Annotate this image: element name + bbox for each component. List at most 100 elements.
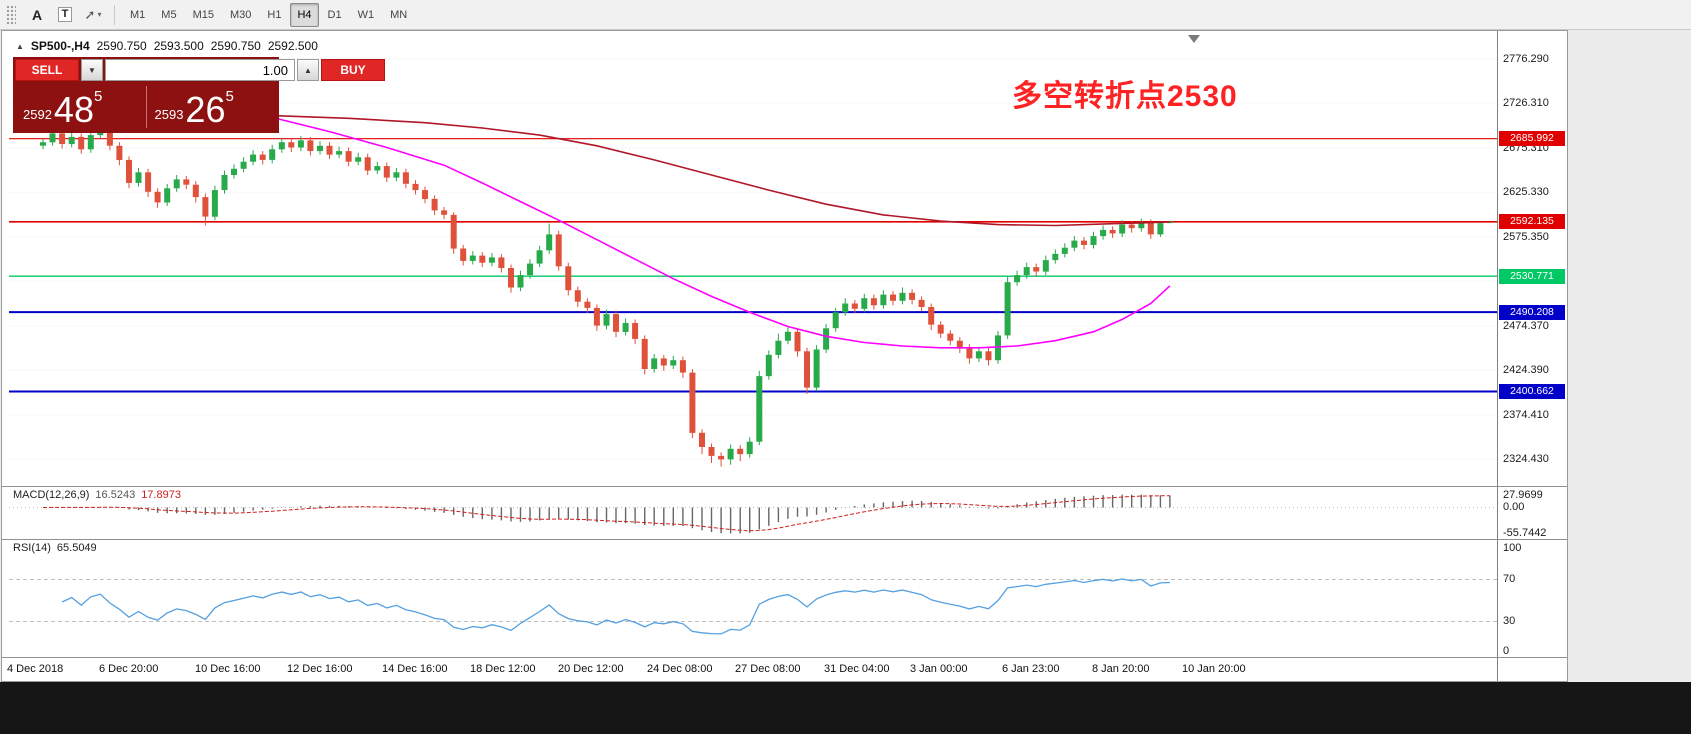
rsi-axis-30: 30	[1503, 615, 1516, 627]
volume-input[interactable]	[105, 59, 295, 81]
candle-body	[928, 307, 935, 325]
ohlc-close: 2592.500	[267, 39, 318, 53]
candle-body	[1042, 260, 1049, 272]
arrow-tool-icon: ➚	[84, 6, 96, 22]
candle-body	[326, 145, 333, 155]
macd-panel-chart[interactable]	[9, 487, 1497, 538]
chevron-up-icon: ▲	[304, 65, 312, 75]
chevron-down-icon: ▼	[88, 65, 96, 75]
arrow-objects-button[interactable]: ➚ ▾	[80, 3, 106, 27]
candle-body	[126, 159, 132, 183]
candle-body	[441, 210, 448, 215]
candle-body	[106, 129, 113, 146]
candle-body	[240, 161, 247, 169]
timeframe-m1-button[interactable]: M1	[130, 8, 146, 21]
timeframe-h4-button[interactable]: H4	[290, 2, 319, 27]
candle-body	[1138, 222, 1145, 229]
price-tag-2592.135: 2592.135	[1499, 214, 1565, 229]
candle-body	[364, 157, 371, 171]
time-axis-label: 20 Dec 12:00	[558, 663, 624, 675]
timeframe-d1-button[interactable]: D1	[327, 8, 342, 21]
candle-body	[890, 294, 896, 301]
candle-body	[317, 145, 323, 152]
timeframe-m5-button[interactable]: M5	[161, 8, 177, 21]
panel-resize-divider-macd[interactable]	[2, 486, 1567, 487]
timeframe-m15-button[interactable]: M15	[192, 8, 214, 21]
toolbar-separator	[114, 4, 115, 25]
candle-body	[966, 347, 973, 359]
time-axis-divider	[2, 657, 1567, 658]
candle-body	[345, 151, 352, 162]
candle-body	[555, 234, 562, 267]
one-click-toggle-icon[interactable]: ▲	[16, 41, 24, 51]
timeframe-h1-button[interactable]: H1	[267, 8, 282, 21]
macd-axis-max: 27.9699	[1503, 489, 1543, 501]
candle-body	[995, 335, 1001, 361]
bottom-dark-area	[0, 682, 1691, 734]
rsi-axis-70: 70	[1503, 573, 1516, 585]
candle-body	[1014, 275, 1021, 283]
price-axis[interactable]: 27.9699 0.00 -55.7442 100 70 30 0 2776.2…	[1497, 31, 1567, 681]
candle-body	[546, 234, 553, 251]
price-axis-label: 2625.330	[1503, 186, 1549, 198]
candle-body	[670, 360, 677, 366]
time-axis-label: 12 Dec 16:00	[287, 663, 353, 675]
candle-body	[870, 298, 877, 306]
sell-button[interactable]: SELL	[15, 59, 79, 81]
candle-body	[1052, 253, 1059, 261]
candle-body	[469, 255, 476, 261]
order-type-dropdown[interactable]: ▼	[81, 59, 103, 81]
macd-name: MACD(12,26,9)	[13, 489, 90, 501]
candle-body	[1147, 222, 1154, 235]
chart-annotation: 多空转折点2530	[1012, 80, 1238, 113]
draw-text-button[interactable]: A	[24, 3, 50, 27]
candle-body	[269, 149, 276, 160]
candle-body	[784, 331, 791, 341]
letter-a-icon: A	[31, 6, 43, 23]
time-axis-label: 24 Dec 08:00	[647, 663, 713, 675]
candle-body	[1033, 267, 1040, 272]
timeframe-m30-button[interactable]: M30	[229, 8, 252, 21]
candle-body	[517, 275, 524, 288]
candle-body	[479, 255, 486, 263]
time-axis-label: 6 Dec 20:00	[99, 663, 159, 675]
price-axis-label: 2474.370	[1503, 320, 1549, 332]
candle-body	[918, 299, 925, 307]
candle-body	[536, 250, 543, 264]
candle-body	[689, 372, 696, 433]
macd-main-value: 16.5243	[95, 489, 136, 501]
rsi-axis-100: 100	[1503, 542, 1522, 554]
symbol-name: SP500-,H4	[30, 39, 90, 53]
bid-prefix: 2592	[23, 107, 52, 122]
rsi-panel-chart[interactable]	[9, 540, 1497, 656]
candle-body	[422, 190, 428, 199]
main-chart[interactable]	[9, 35, 1497, 486]
macd-signal-value: 17.8973	[141, 489, 181, 501]
candle-body	[183, 179, 190, 185]
fast-ma-line	[272, 116, 1171, 349]
bid-superscript: 5	[93, 88, 103, 105]
candle-body	[679, 360, 686, 373]
toolbar-drag-handle[interactable]	[6, 4, 16, 25]
chart-shift-marker-icon[interactable]	[1188, 35, 1200, 43]
volume-up-button[interactable]: ▲	[297, 59, 319, 81]
panel-resize-divider-rsi[interactable]	[2, 539, 1567, 540]
ohlc-open: 2590.750	[96, 39, 147, 53]
time-axis-label: 4 Dec 2018	[7, 663, 64, 675]
candle-body	[718, 455, 725, 460]
candle-body	[192, 184, 199, 198]
candle-body	[1004, 282, 1011, 336]
slow-ma-line	[272, 114, 1170, 227]
buy-button[interactable]: BUY	[321, 59, 385, 81]
time-axis[interactable]: 4 Dec 2018 6 Dec 20:00 10 Dec 16:00 12 Dec …	[2, 658, 1497, 681]
ask-price: 2593 26 5	[147, 83, 278, 131]
price-tag-2490.208: 2490.208	[1499, 305, 1565, 320]
bid-ask-display: 2592 48 5 2593 26 5	[15, 83, 277, 131]
timeframe-w1-button[interactable]: W1	[357, 8, 375, 21]
candle-body	[336, 151, 343, 155]
timeframe-mn-button[interactable]: MN	[390, 8, 408, 21]
candle-body	[823, 328, 830, 350]
candle-body	[154, 191, 161, 203]
candle-body	[211, 190, 218, 217]
text-label-button[interactable]: T	[52, 3, 78, 27]
